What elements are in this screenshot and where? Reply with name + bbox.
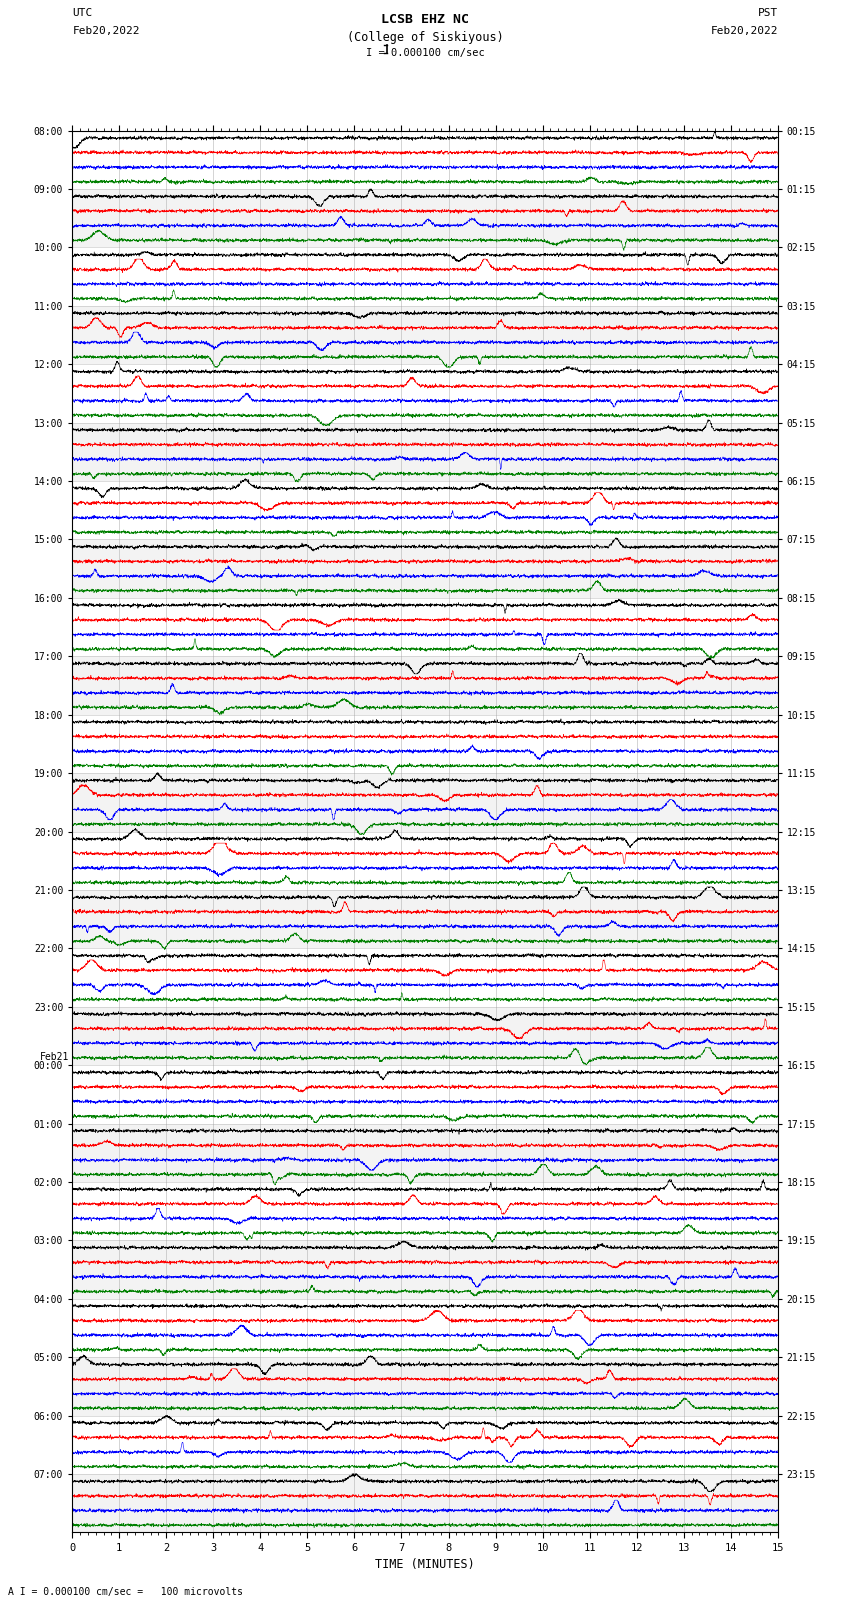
Text: LCSB EHZ NC: LCSB EHZ NC [381, 13, 469, 26]
Bar [72, 423, 778, 481]
Bar [72, 1357, 778, 1416]
Bar [72, 890, 778, 948]
Bar [72, 1474, 778, 1532]
Text: Feb21: Feb21 [40, 1052, 70, 1063]
Bar [72, 1240, 778, 1298]
Bar [72, 1124, 778, 1182]
Text: PST: PST [757, 8, 778, 18]
Text: Feb20,2022: Feb20,2022 [711, 26, 778, 35]
Bar [72, 539, 778, 598]
Bar [72, 1007, 778, 1065]
Text: I = 0.000100 cm/sec: I = 0.000100 cm/sec [366, 48, 484, 58]
Text: (College of Siskiyous): (College of Siskiyous) [347, 31, 503, 44]
Bar [72, 189, 778, 247]
Text: Feb20,2022: Feb20,2022 [72, 26, 139, 35]
Bar [72, 773, 778, 832]
Bar [72, 656, 778, 715]
X-axis label: TIME (MINUTES): TIME (MINUTES) [375, 1558, 475, 1571]
Text: A I = 0.000100 cm/sec =   100 microvolts: A I = 0.000100 cm/sec = 100 microvolts [8, 1587, 243, 1597]
Bar [72, 306, 778, 365]
Text: UTC: UTC [72, 8, 93, 18]
